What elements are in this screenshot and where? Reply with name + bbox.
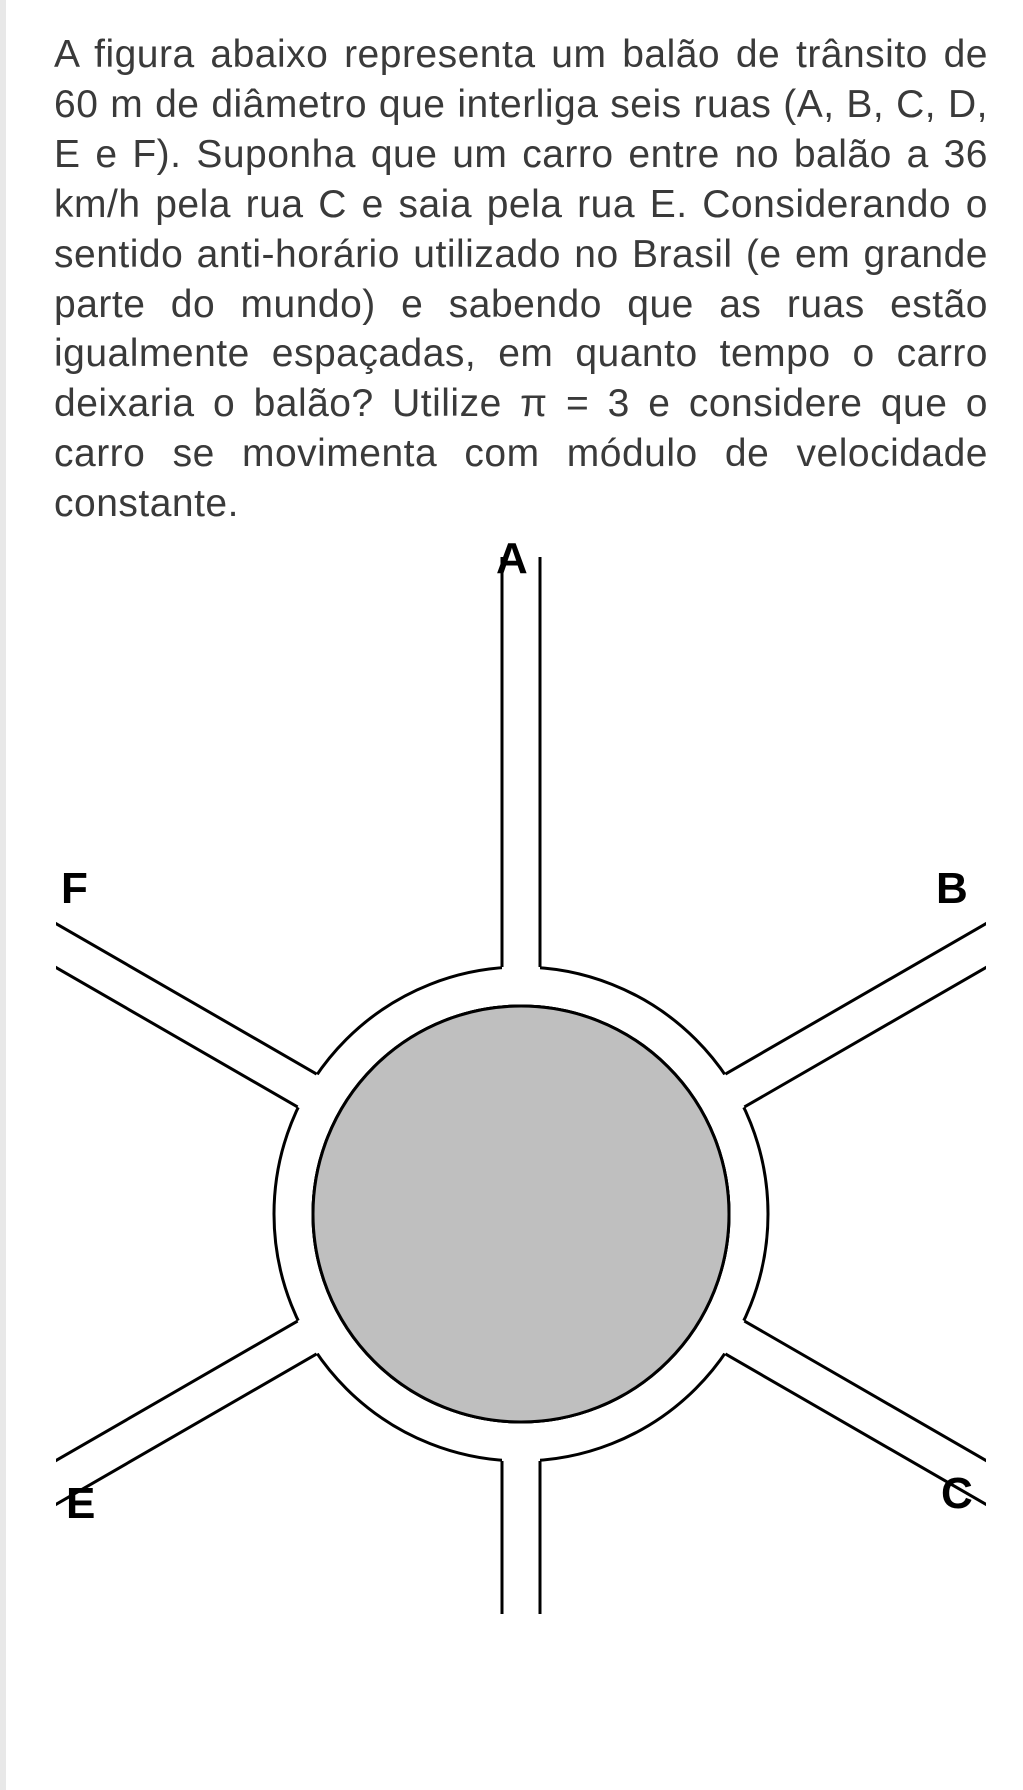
roundabout-diagram: A B C E F bbox=[56, 534, 986, 1614]
problem-statement: A figura abaixo representa um balão de t… bbox=[54, 30, 988, 529]
label-b: B bbox=[936, 864, 968, 914]
label-f: F bbox=[61, 864, 88, 914]
document-page: A figura abaixo representa um balão de t… bbox=[0, 0, 1023, 1790]
label-c: C bbox=[941, 1469, 973, 1519]
label-e: E bbox=[66, 1479, 95, 1529]
roundabout-svg bbox=[56, 534, 986, 1614]
label-a: A bbox=[496, 534, 528, 584]
